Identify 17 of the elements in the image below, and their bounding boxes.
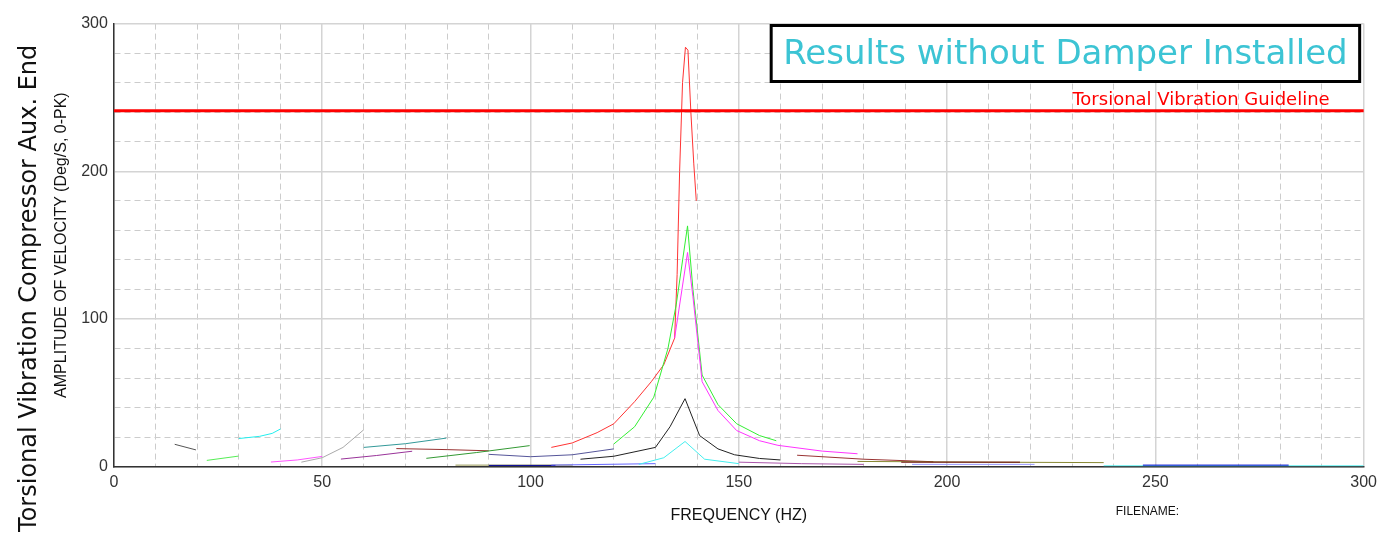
x-tick-label: 200	[933, 472, 961, 490]
chart-title: Results without Damper Installed	[783, 32, 1348, 73]
y-tick-label: 100	[81, 309, 108, 327]
y-tick-label: 300	[81, 14, 108, 32]
y-axis-title: AMPLITUDE OF VELOCITY (Deg/S, 0-PK)	[52, 92, 70, 398]
y-tick-label: 0	[98, 457, 108, 475]
ref-line-label: Torsional Vibration Guideline	[1071, 88, 1330, 110]
x-tick-label: 300	[1350, 472, 1378, 490]
x-tick-label: 100	[517, 472, 544, 490]
text: FILENAME:	[1115, 503, 1180, 518]
x-tick-label: 0	[109, 472, 119, 490]
x-axis-title: FREQUENCY (HZ)	[670, 505, 808, 523]
x-tick-label: 150	[725, 472, 753, 490]
text: Torsional Vibration Compressor Aux. End	[14, 44, 43, 533]
x-tick-label: 250	[1142, 472, 1169, 490]
x-tick-label: 50	[313, 472, 332, 490]
y-tick-label: 200	[81, 161, 108, 179]
